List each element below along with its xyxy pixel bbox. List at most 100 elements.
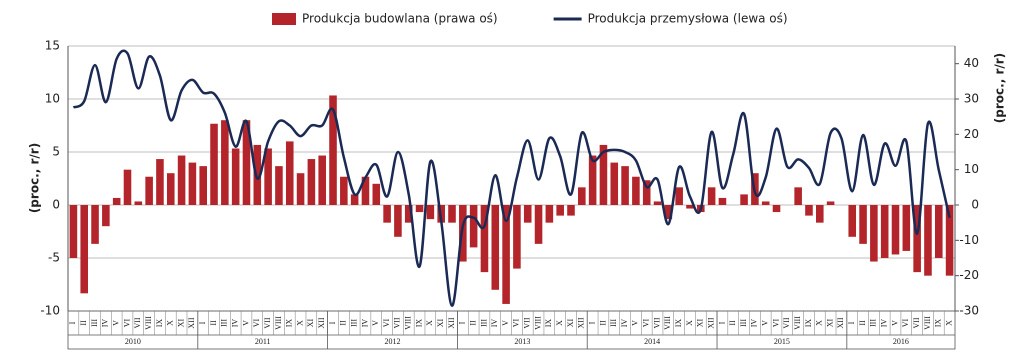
y2-tick-label: 40 [964,56,979,70]
bar [199,166,207,205]
x-tick-label: I [717,321,726,324]
x-tick-label: IX [155,319,164,328]
y2-tick-label: 10 [964,162,979,176]
legend-swatch [272,13,296,25]
bar [285,141,294,205]
x-tick-label: IV [490,319,499,328]
bar [567,205,575,216]
bar [642,180,651,205]
y2-tick-label: -20 [959,268,979,282]
bar [491,205,500,290]
bar [134,201,143,205]
bar [805,205,813,216]
bar [469,205,478,248]
x-tick-label: VI [382,318,391,327]
line [72,49,951,307]
x-tick-label: VI [512,318,521,327]
bar [761,201,770,205]
y-tick-label: 5 [52,145,60,159]
x-tick-label: X [944,320,953,326]
y2-axis-label: (proc., r/r) [993,53,1007,123]
x-tick-label: VII [393,317,402,328]
bar [621,166,629,205]
bar [523,205,532,223]
bar [816,205,824,223]
bar [534,205,543,244]
bar [91,205,99,244]
y-tick-label: 15 [45,39,60,53]
x-tick-label: XII [317,317,326,328]
x-tick-label: IX [544,319,553,328]
y-tick-label: -10 [40,304,60,318]
bar [772,205,781,213]
x-tick-label: II [598,320,607,326]
x-tick-label: VI [252,318,261,327]
x-tick-label: II [728,320,737,326]
bar [426,205,435,220]
legend-label: Produkcja przemysłowa (lewa oś) [588,12,788,26]
bar [112,197,121,205]
bar [599,144,608,205]
bar [231,148,240,205]
bar [707,187,716,205]
year-label: 2016 [893,337,909,346]
x-tick-label: VI [771,318,780,327]
x-tick-label: XI [436,318,445,327]
x-tick-label: III [220,319,229,327]
x-tick-label: VII [782,317,791,328]
bar [826,201,835,205]
legend-label: Produkcja budowlana (prawa oś) [302,12,498,26]
bar [578,187,586,205]
bar [545,205,554,223]
bar [177,155,186,205]
x-tick-label: III [609,319,618,327]
bar [296,173,305,205]
bar [913,205,921,273]
x-tick-label: X [166,320,175,326]
x-tick-label: VII [263,317,272,328]
x-tick-label: VII [652,317,661,328]
bar [329,95,337,205]
bar [945,205,954,276]
bar [275,166,283,205]
year-label: 2010 [125,337,141,346]
bar [588,155,597,205]
bar [188,162,197,205]
x-tick-label: IV [620,319,629,328]
y2-tick-label: -30 [959,304,979,318]
x-tick-label: V [501,320,510,326]
x-tick-label: VII [912,317,921,328]
bar [686,205,694,209]
x-tick-label: XII [447,317,456,328]
year-label: 2011 [255,337,271,346]
x-tick-label: I [328,321,337,324]
x-tick-label: IV [880,319,889,328]
bar [340,176,348,205]
bar [242,120,251,205]
bar [318,155,326,205]
x-tick-label: XI [566,318,575,327]
x-tick-label: II [468,320,477,326]
year-label: 2012 [385,337,401,346]
year-label: 2014 [644,337,660,346]
bar [394,205,402,237]
bar [718,197,727,205]
bar [123,169,132,205]
x-tick-label: XII [836,317,845,328]
x-tick-label: IV [101,319,110,328]
x-tick-label: XII [577,317,586,328]
x-tick-label: V [241,320,250,326]
bar [210,123,218,205]
bar [653,201,662,205]
x-tick-label: XI [306,318,315,327]
x-tick-label: VIII [274,316,283,330]
bar [664,205,673,220]
x-tick-label: V [631,320,640,326]
bar [848,205,857,237]
y-tick-label: 0 [52,198,60,212]
bar [80,205,89,294]
x-tick-label: IX [934,319,943,328]
bar [448,205,456,223]
x-tick-label: I [198,321,207,324]
